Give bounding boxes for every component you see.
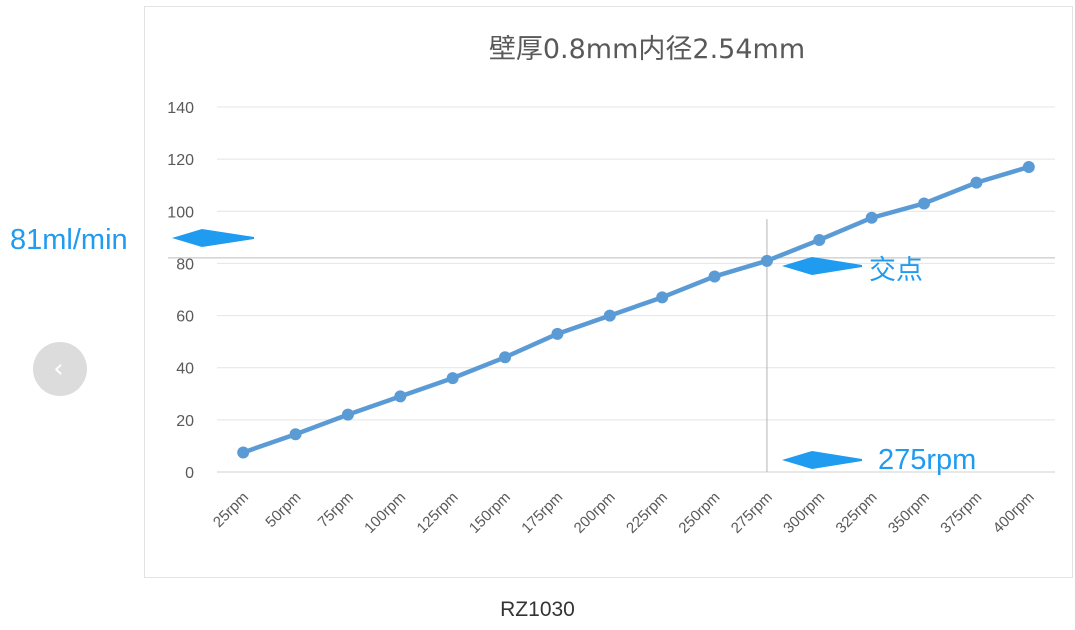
chart-title: 壁厚0.8mm内径2.54mm: [489, 34, 805, 65]
x-tick-label: 400rpm: [990, 489, 1038, 537]
data-point: [918, 197, 931, 210]
x-tick-label: 375rpm: [937, 489, 985, 537]
data-point: [656, 291, 669, 304]
x-tick-label: 100rpm: [361, 489, 409, 537]
rpm-arrow: [782, 451, 862, 469]
x-tick-label: 350rpm: [885, 489, 933, 537]
x-tick-label: 300rpm: [780, 489, 828, 537]
previous-button[interactable]: ‹: [33, 342, 87, 396]
data-point: [708, 270, 721, 283]
y-tick-label: 120: [167, 152, 194, 169]
data-point: [603, 309, 616, 322]
data-point: [970, 176, 983, 189]
y-tick-label: 20: [176, 413, 194, 430]
y-tick-label: 80: [176, 256, 194, 273]
data-point: [813, 233, 826, 246]
flow-arrow: [172, 229, 254, 247]
x-tick-label: 50rpm: [262, 489, 304, 531]
image-caption: RZ1030: [500, 598, 575, 621]
annotations: 81ml/min 交点 275rpm: [10, 224, 976, 476]
gridlines: [217, 106, 1055, 473]
x-tick-label: 275rpm: [728, 489, 776, 537]
y-tick-label: 60: [176, 309, 194, 326]
data-point: [237, 446, 250, 459]
x-tick-label: 75rpm: [315, 489, 357, 531]
intersection-arrow: [782, 257, 862, 275]
data-point: [341, 408, 354, 421]
y-axis-ticks: 0 20 40 60 80 100 120 140: [167, 100, 194, 482]
data-point: [289, 428, 302, 441]
y-tick-label: 40: [176, 361, 194, 378]
data-point: [446, 372, 459, 385]
data-point: [760, 254, 773, 267]
chevron-left-icon: ‹: [53, 354, 64, 384]
data-point: [865, 211, 878, 224]
data-point: [499, 351, 512, 364]
series-line: [240, 164, 1032, 455]
x-tick-label: 175rpm: [518, 489, 566, 537]
y-tick-label: 140: [167, 100, 194, 117]
flow-label: 81ml/min: [10, 224, 128, 256]
chart-frame: [144, 6, 1073, 578]
data-point: [394, 390, 407, 403]
x-tick-label: 25rpm: [210, 489, 252, 531]
y-tick-label: 0: [185, 465, 194, 482]
data-point: [1022, 160, 1035, 173]
x-axis-ticks: 25rpm 50rpm 75rpm 100rpm 125rpm 150rpm 175rpm 2…: [210, 489, 1038, 537]
rpm-label: 275rpm: [878, 444, 976, 476]
x-tick-label: 250rpm: [675, 489, 723, 537]
x-tick-label: 200rpm: [571, 489, 619, 537]
intersection-label: 交点: [869, 255, 923, 286]
x-tick-label: 225rpm: [623, 489, 671, 537]
y-tick-label: 100: [167, 204, 194, 221]
data-points: [237, 160, 1035, 459]
series-layer: [240, 164, 1032, 455]
x-tick-label: 325rpm: [833, 489, 881, 537]
x-tick-label: 125rpm: [414, 489, 462, 537]
data-point: [551, 327, 564, 340]
x-tick-label: 150rpm: [466, 489, 514, 537]
